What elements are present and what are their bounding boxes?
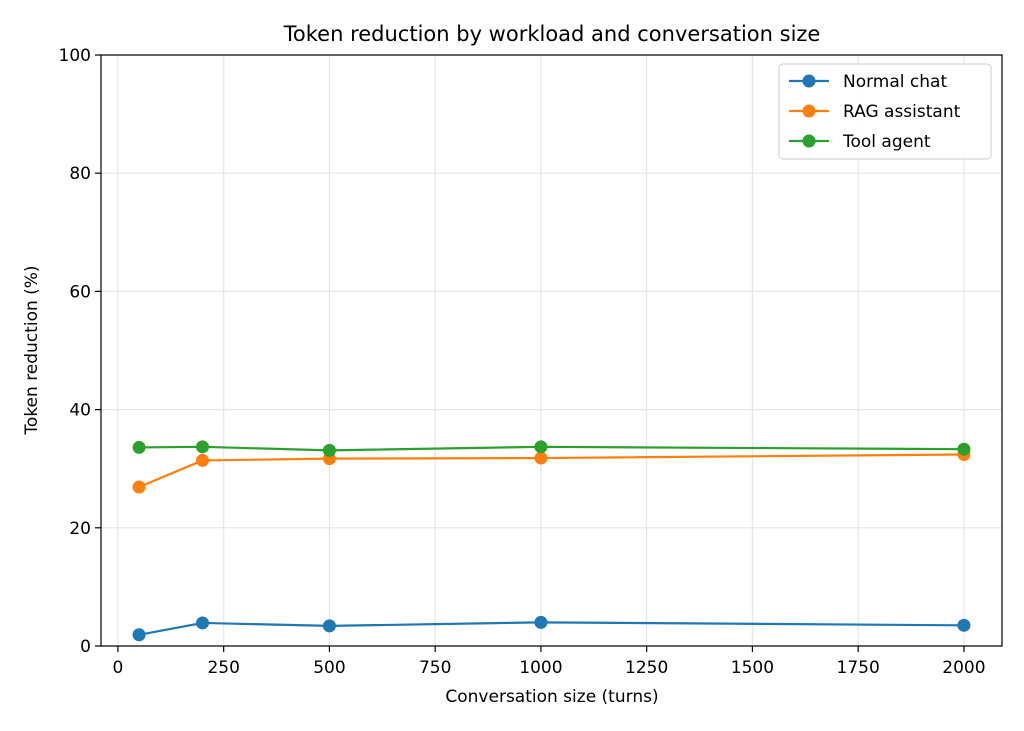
data-point [322,619,336,633]
data-point [196,453,210,467]
legend-item: Tool agent [789,132,931,152]
x-tick-label: 2000 [942,658,985,678]
data-point [534,615,548,629]
x-tick-label: 750 [419,658,451,678]
series-layer [132,440,971,642]
series-normal-chat [132,615,971,642]
y-axis-label: Token reduction (%) [22,265,42,435]
y-tick-label: 100 [59,46,91,66]
x-tick-label: 1500 [731,658,774,678]
series-line [138,453,964,489]
x-axis-label: Conversation size (turns) [445,687,658,707]
series-tool-agent [132,440,971,457]
legend-label: RAG assistant [843,102,961,122]
x-tick-label: 1000 [519,658,562,678]
data-point [132,440,146,454]
data-point [322,443,336,457]
y-tick-label: 20 [69,519,91,539]
y-tick-label: 0 [80,637,91,657]
grid-lines [101,54,1002,647]
legend-label: Tool agent [842,132,931,152]
series-line [138,621,964,636]
x-tick-label: 250 [207,658,239,678]
y-tick-label: 40 [69,401,91,421]
x-axis-ticks: 0 250 500 750 1000 1250 1500 1750 2000 [113,646,986,678]
legend-label: Normal chat [843,72,947,92]
data-point [196,616,210,630]
x-tick-label: 0 [113,658,124,678]
legend-marker [802,134,816,148]
data-point [534,451,548,465]
legend-item: RAG assistant [789,102,961,122]
legend-item: Normal chat [789,72,947,92]
legend-marker [802,74,816,88]
series-line [139,445,964,452]
x-tick-label: 1250 [625,658,668,678]
y-tick-label: 80 [69,164,91,184]
data-point [957,618,971,632]
legend-box [778,63,992,160]
legend-marker [802,104,816,118]
x-tick-label: 1750 [837,658,880,678]
x-tick-label: 500 [313,658,345,678]
plot-area-frame [100,54,1003,647]
data-point [132,628,146,642]
chart-title: Token reduction by workload and conversa… [283,22,821,46]
series-rag-assistant [132,448,971,494]
data-point [132,480,146,494]
y-tick-label: 60 [69,282,91,302]
y-axis-ticks: 0 20 40 60 80 100 [59,46,101,657]
data-point [196,440,210,454]
data-point [534,440,548,454]
legend: Normal chat RAG assistant Tool agent [778,63,992,160]
data-point [957,442,971,456]
